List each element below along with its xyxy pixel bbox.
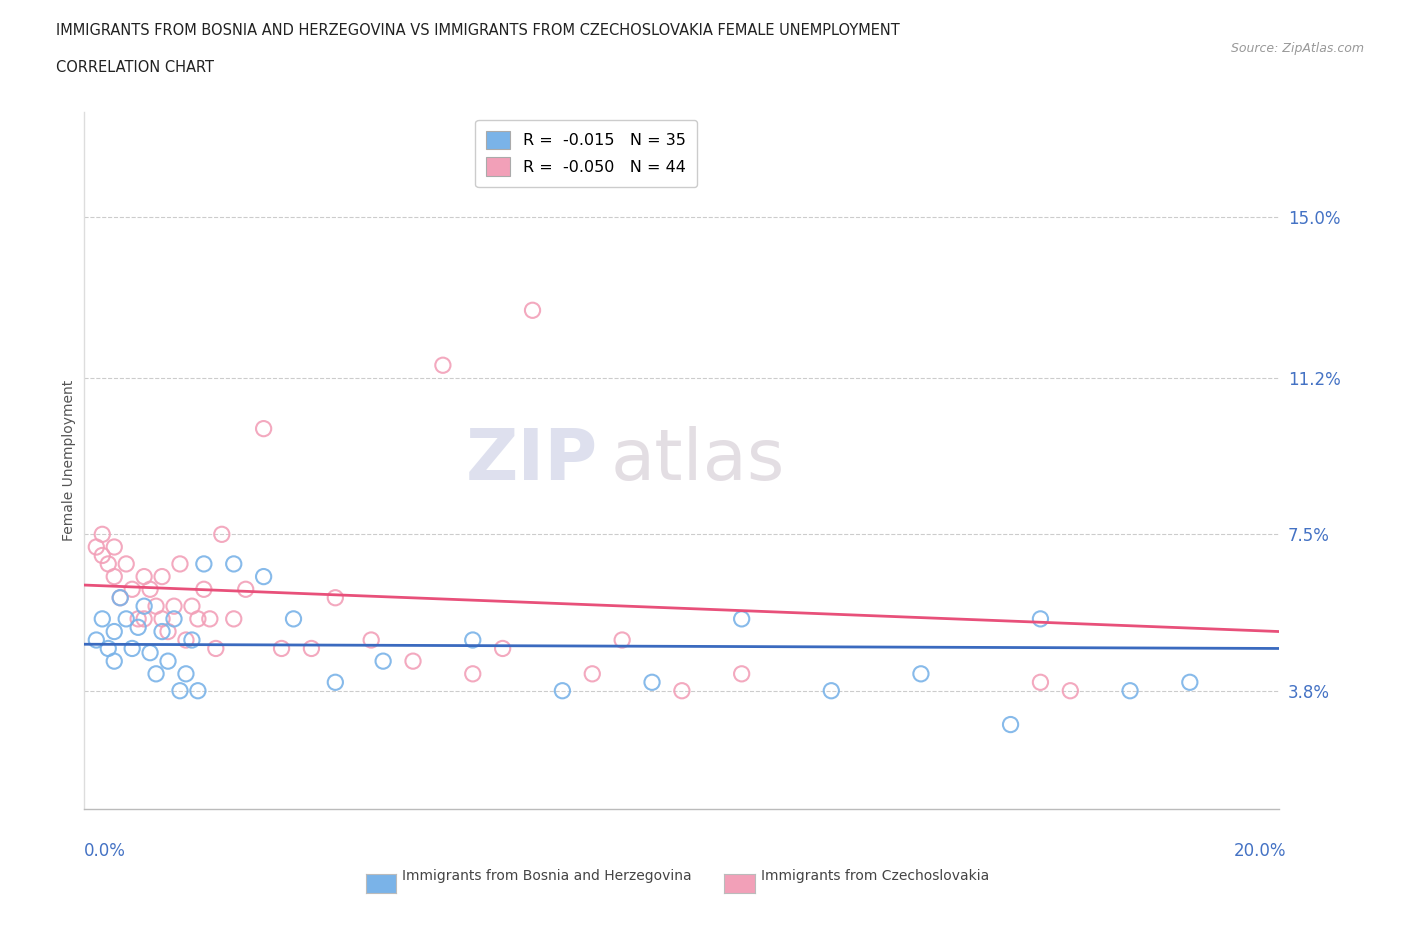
Legend: R =  -0.015   N = 35, R =  -0.050   N = 44: R = -0.015 N = 35, R = -0.050 N = 44 <box>475 120 697 187</box>
Point <box>163 599 186 614</box>
Point <box>103 569 125 584</box>
Text: Immigrants from Bosnia and Herzegovina: Immigrants from Bosnia and Herzegovina <box>402 869 692 883</box>
Point <box>150 569 173 584</box>
Point <box>174 632 197 647</box>
Point <box>910 667 932 682</box>
Point <box>360 632 382 647</box>
Text: 20.0%: 20.0% <box>1234 842 1286 859</box>
Point <box>115 611 138 626</box>
Point <box>132 599 156 614</box>
Point <box>1119 684 1142 698</box>
Text: IMMIGRANTS FROM BOSNIA AND HERZEGOVINA VS IMMIGRANTS FROM CZECHOSLOVAKIA FEMALE : IMMIGRANTS FROM BOSNIA AND HERZEGOVINA V… <box>56 23 900 38</box>
Point <box>492 641 515 656</box>
Point <box>150 611 173 626</box>
Point <box>157 654 180 669</box>
Point <box>731 667 754 682</box>
Point <box>283 611 305 626</box>
Point <box>187 611 209 626</box>
Point <box>121 582 143 597</box>
Point <box>222 611 245 626</box>
Point <box>1000 717 1022 732</box>
Point <box>198 611 221 626</box>
Point <box>180 599 202 614</box>
Point <box>522 303 544 318</box>
Point <box>1029 611 1052 626</box>
Text: 0.0%: 0.0% <box>84 842 127 859</box>
Point <box>115 556 138 571</box>
Text: CORRELATION CHART: CORRELATION CHART <box>56 60 214 75</box>
Point <box>97 641 120 656</box>
Point <box>97 556 120 571</box>
Point <box>1029 675 1052 690</box>
Point <box>103 539 125 554</box>
Point <box>139 645 162 660</box>
Point <box>150 624 173 639</box>
Point <box>461 632 484 647</box>
Point <box>211 527 233 542</box>
Point <box>641 675 664 690</box>
Point <box>127 611 149 626</box>
Point <box>163 611 186 626</box>
Point <box>205 641 228 656</box>
Point <box>193 556 215 571</box>
Point <box>581 667 603 682</box>
Point <box>86 632 108 647</box>
Point <box>301 641 323 656</box>
Point <box>132 611 156 626</box>
Text: atlas: atlas <box>610 426 785 495</box>
Point <box>461 667 484 682</box>
Point <box>820 684 842 698</box>
Point <box>86 539 108 554</box>
Point <box>193 582 215 597</box>
Point <box>222 556 245 571</box>
Point <box>671 684 693 698</box>
Point <box>103 654 125 669</box>
Point <box>139 582 162 597</box>
Point <box>121 641 143 656</box>
Point <box>270 641 292 656</box>
Point <box>91 527 114 542</box>
Point <box>180 632 202 647</box>
Point <box>110 591 132 605</box>
Text: ZIP: ZIP <box>465 426 599 495</box>
Point <box>253 569 276 584</box>
Point <box>323 591 347 605</box>
Point <box>127 620 149 635</box>
Point <box>432 358 454 373</box>
Point <box>187 684 209 698</box>
Point <box>323 675 347 690</box>
Point <box>145 599 167 614</box>
Point <box>132 569 156 584</box>
Point <box>253 421 276 436</box>
Point <box>731 611 754 626</box>
Point <box>235 582 257 597</box>
Point <box>174 667 197 682</box>
Point <box>1059 684 1081 698</box>
Point <box>157 624 180 639</box>
Point <box>371 654 394 669</box>
Point <box>1178 675 1201 690</box>
Point <box>91 548 114 563</box>
Point <box>145 667 167 682</box>
Point <box>103 624 125 639</box>
Point <box>402 654 425 669</box>
Point <box>610 632 633 647</box>
Point <box>91 611 114 626</box>
Point <box>110 591 132 605</box>
Y-axis label: Female Unemployment: Female Unemployment <box>62 379 76 541</box>
Text: Immigrants from Czechoslovakia: Immigrants from Czechoslovakia <box>761 869 988 883</box>
Text: Source: ZipAtlas.com: Source: ZipAtlas.com <box>1230 42 1364 55</box>
Point <box>169 684 191 698</box>
Point <box>551 684 574 698</box>
Point <box>169 556 191 571</box>
